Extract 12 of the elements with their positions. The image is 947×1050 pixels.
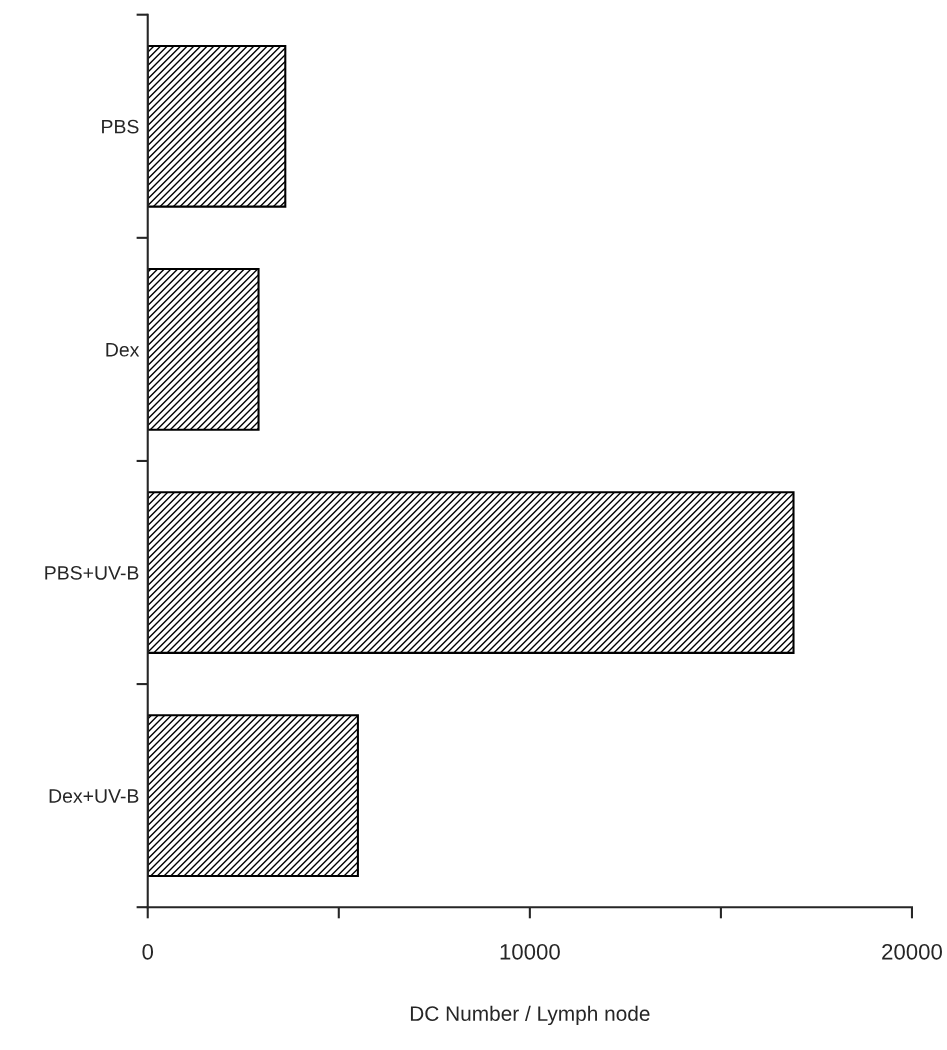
bar — [147, 714, 359, 877]
bar — [147, 44, 287, 208]
y-tick-label: PBS — [102, 119, 139, 134]
x-axis-title: DC Number / Lymph node — [410, 1005, 650, 1026]
bar — [147, 491, 795, 654]
y-tick-label: Dex+UV-B — [49, 789, 139, 803]
x-tick-label: 20000 — [882, 943, 942, 960]
bar — [147, 268, 260, 431]
y-tick-label: PBS+UV-B — [45, 565, 139, 580]
x-tick-label: 10000 — [500, 943, 560, 960]
y-tick-label: Dex — [106, 343, 140, 357]
x-tick-label: 0 — [142, 943, 154, 960]
